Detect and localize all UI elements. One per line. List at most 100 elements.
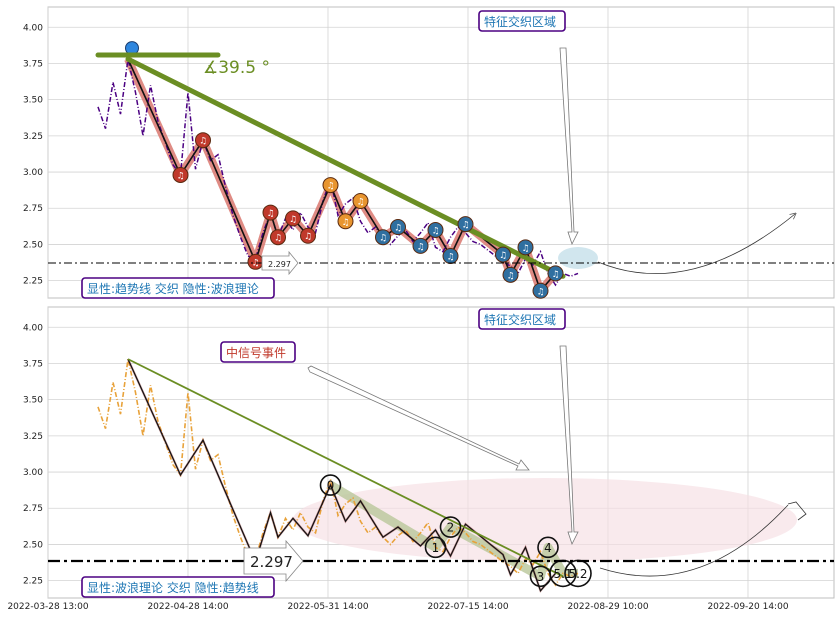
wave-note-glyph: ♫ (461, 221, 469, 231)
wave-point-label: 5.2 (568, 567, 587, 581)
wave-point-label: 2 (447, 521, 455, 535)
y-tick-label: 2.25 (23, 277, 43, 287)
wave-note-glyph: ♫ (199, 137, 207, 147)
x-tick-label: 2022-05-31 14:00 (287, 602, 368, 612)
wave-note-marker (172, 166, 189, 183)
wave-note-marker (412, 237, 429, 254)
y-tick-label: 2.75 (23, 204, 43, 214)
y-tick-label: 4.00 (23, 23, 43, 33)
bottom-zone-arrow (559, 345, 579, 546)
top-zone-arrow (559, 47, 579, 246)
bottom-zone-box-text: 特征交织区域 (484, 312, 556, 327)
y-tick-label: 2.75 (23, 504, 43, 514)
wave-note-glyph: ♫ (521, 244, 529, 254)
top-legend-box (81, 277, 275, 299)
wave-note-glyph: ♫ (341, 218, 349, 228)
wave-point-label: 4 (544, 541, 552, 555)
bottom-projection-curve (599, 504, 789, 577)
wave-note-glyph: ♫ (251, 258, 259, 268)
y-tick-label: 2.50 (23, 540, 43, 550)
wave-note-marker (532, 282, 549, 299)
top-trend-line (125, 56, 566, 279)
wave-note-glyph: ♫ (499, 251, 507, 261)
wave-note-marker (285, 210, 301, 227)
top-zigzag-line (127, 58, 557, 293)
wave-note-glyph: ♫ (176, 171, 184, 181)
y-tick-label: 3.00 (23, 468, 43, 478)
wave-note-marker (442, 248, 459, 265)
y-tick-label: 2.25 (23, 577, 43, 587)
wave-note-marker (270, 229, 286, 246)
angle-label: ∡39.5 ° (203, 58, 270, 78)
bottom-legend-text: 显性:波浪理论 交织 隐性:趋势线 (87, 580, 259, 595)
top-support-arrow (261, 250, 299, 276)
wave-note-marker (337, 213, 354, 230)
wave-point-label: 5.1 (553, 567, 572, 581)
y-tick-label: 4.00 (23, 323, 43, 333)
x-tick-label: 2022-04-28 14:00 (147, 602, 228, 612)
markers: ♫ ♫ ♫ ♫ ♫ ♫ ♫ ♫ ♫ ♫ ♫ ♫ ♫ ♫ ♫ ♫ ♫ ♫ ♫ ♫ ♫ 0 12 3 45.15.2 (125, 41, 592, 588)
bottom-support-arrow (243, 539, 304, 583)
wave-note-marker (322, 177, 339, 194)
top-projection-arrow (597, 214, 795, 274)
wave-note-marker (375, 229, 391, 246)
y-tick-label: 3.75 (23, 359, 43, 369)
top-panel-frame (47, 6, 835, 299)
wave-note-glyph: ♫ (394, 224, 402, 234)
x-tick-label: 2022-09-20 14:00 (707, 602, 788, 612)
x-tick-label: 2022-07-15 14:00 (427, 602, 508, 612)
wave-note-marker (427, 221, 444, 238)
wave-note-glyph: ♫ (289, 215, 297, 225)
top-zone-blob (558, 247, 598, 269)
wave-point-circle (319, 474, 342, 496)
top-zone-box-text: 特征交织区域 (484, 14, 556, 29)
wave-note-marker (457, 216, 474, 233)
wave-point-circle (439, 516, 462, 538)
wave-point-label: 3 (537, 570, 545, 584)
wave-note-glyph: ♫ (536, 287, 544, 297)
y-tick-label: 3.75 (23, 59, 43, 69)
y-tick-label: 3.00 (23, 168, 43, 178)
y-tick-label: 2.50 (23, 240, 43, 250)
wave-note-marker (195, 132, 211, 149)
wave-note-glyph: ♫ (326, 182, 334, 192)
wave-note-marker (517, 239, 534, 256)
bottom-support-value: 2.297 (250, 553, 293, 571)
wave-note-marker (547, 265, 564, 282)
wave-note-marker (502, 266, 519, 283)
bottom-zone-box (478, 308, 566, 330)
top-support-value: 2.297 (268, 260, 291, 269)
series (97, 56, 579, 593)
wave-note-marker (262, 204, 279, 221)
y-tick-label: 3.50 (23, 96, 43, 106)
wave-note-marker (300, 227, 316, 244)
wave-point-circle (424, 536, 447, 559)
wave-note-glyph: ♫ (416, 242, 424, 252)
wave-note-glyph: ♫ (304, 232, 312, 242)
wave-note-glyph: ♫ (551, 270, 559, 280)
event-box-text: 中信号事件 (226, 345, 286, 360)
y-tick-label: 3.25 (23, 432, 43, 442)
wave-note-glyph: ♫ (379, 234, 387, 244)
wave-note-glyph: ♫ (431, 226, 439, 236)
wave-note-marker (390, 219, 406, 236)
wave-note-marker (352, 193, 369, 209)
wave-note-glyph: ♫ (266, 209, 274, 219)
top-legend-text: 显性:趋势线 交织 隐性:波浪理论 (87, 281, 259, 296)
wave-note-glyph: ♫ (506, 271, 514, 281)
wave-note-marker (495, 246, 511, 263)
wave-point-label: 0 (327, 479, 335, 493)
wave-note-glyph: ♫ (446, 253, 454, 263)
event-box (220, 341, 296, 363)
x-tick-label: 2022-03-28 13:00 (7, 602, 88, 612)
wave-note-glyph: ♫ (356, 198, 364, 208)
bottom-trend-line (127, 358, 564, 578)
event-arrow (307, 365, 530, 471)
axis-ticks: 4.00 3.75 3.50 3.25 3.00 2.75 2.50 2.25 4.00 3.75… (7, 23, 788, 612)
bottom-legend-box (81, 576, 275, 598)
y-tick-label: 3.50 (23, 396, 43, 406)
wave-point-label: 1 (432, 541, 440, 555)
wave-point-circle (537, 536, 559, 559)
